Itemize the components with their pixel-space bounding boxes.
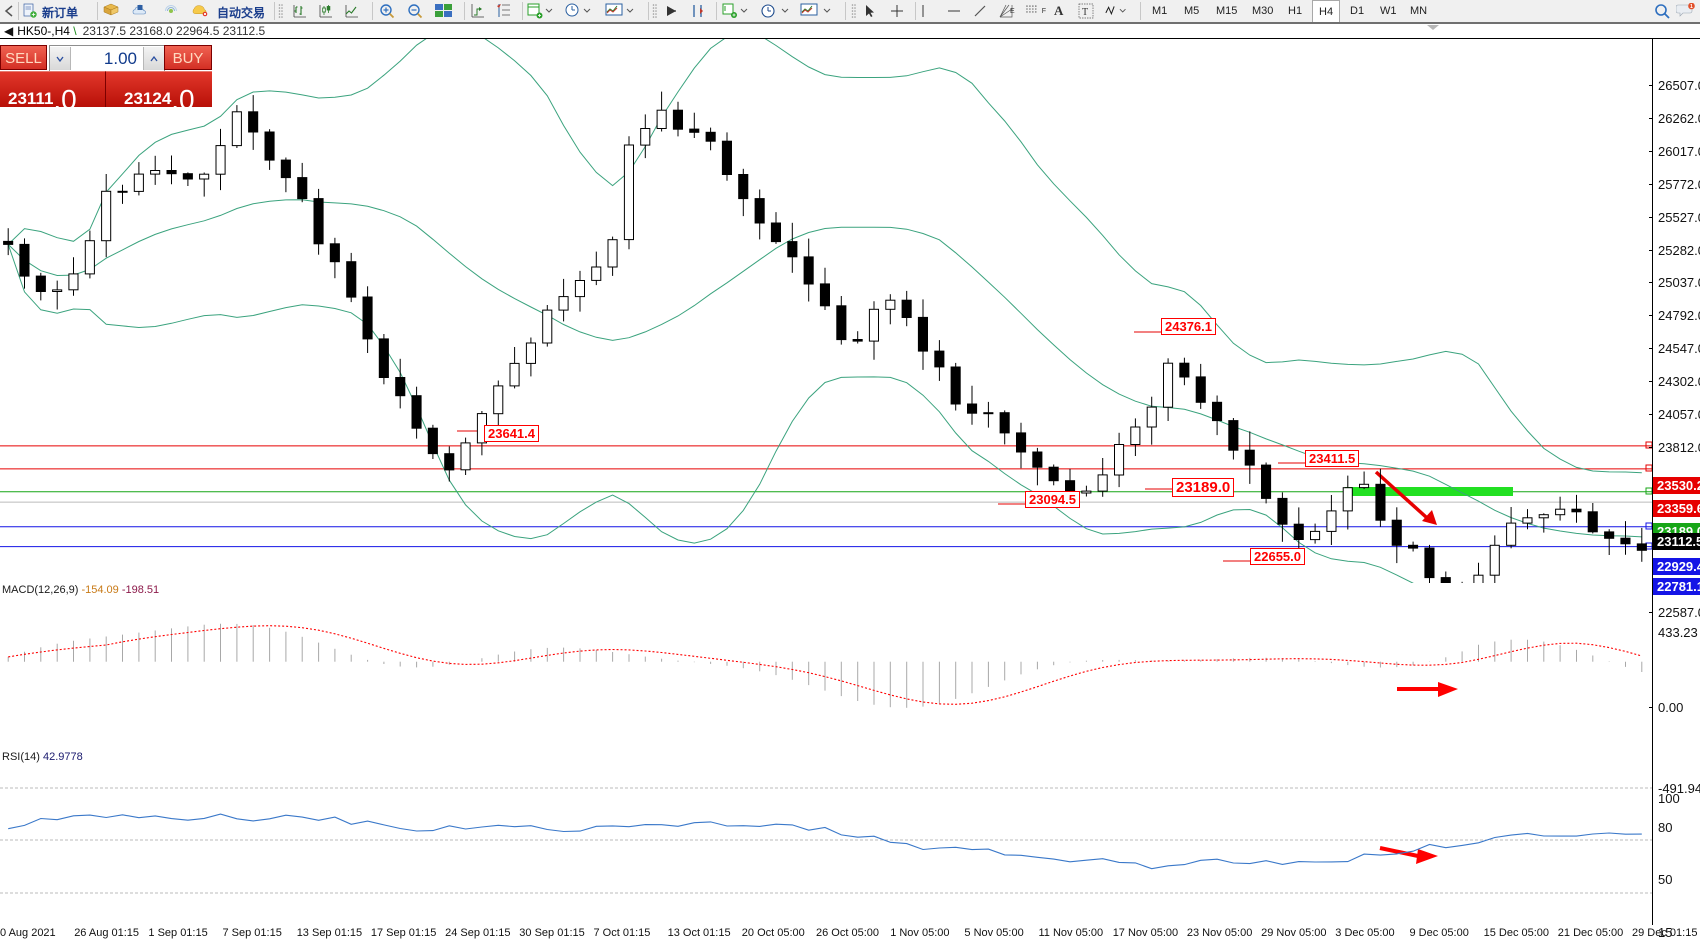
svg-text:1: 1: [1690, 4, 1693, 10]
svg-text:T: T: [1082, 7, 1088, 18]
